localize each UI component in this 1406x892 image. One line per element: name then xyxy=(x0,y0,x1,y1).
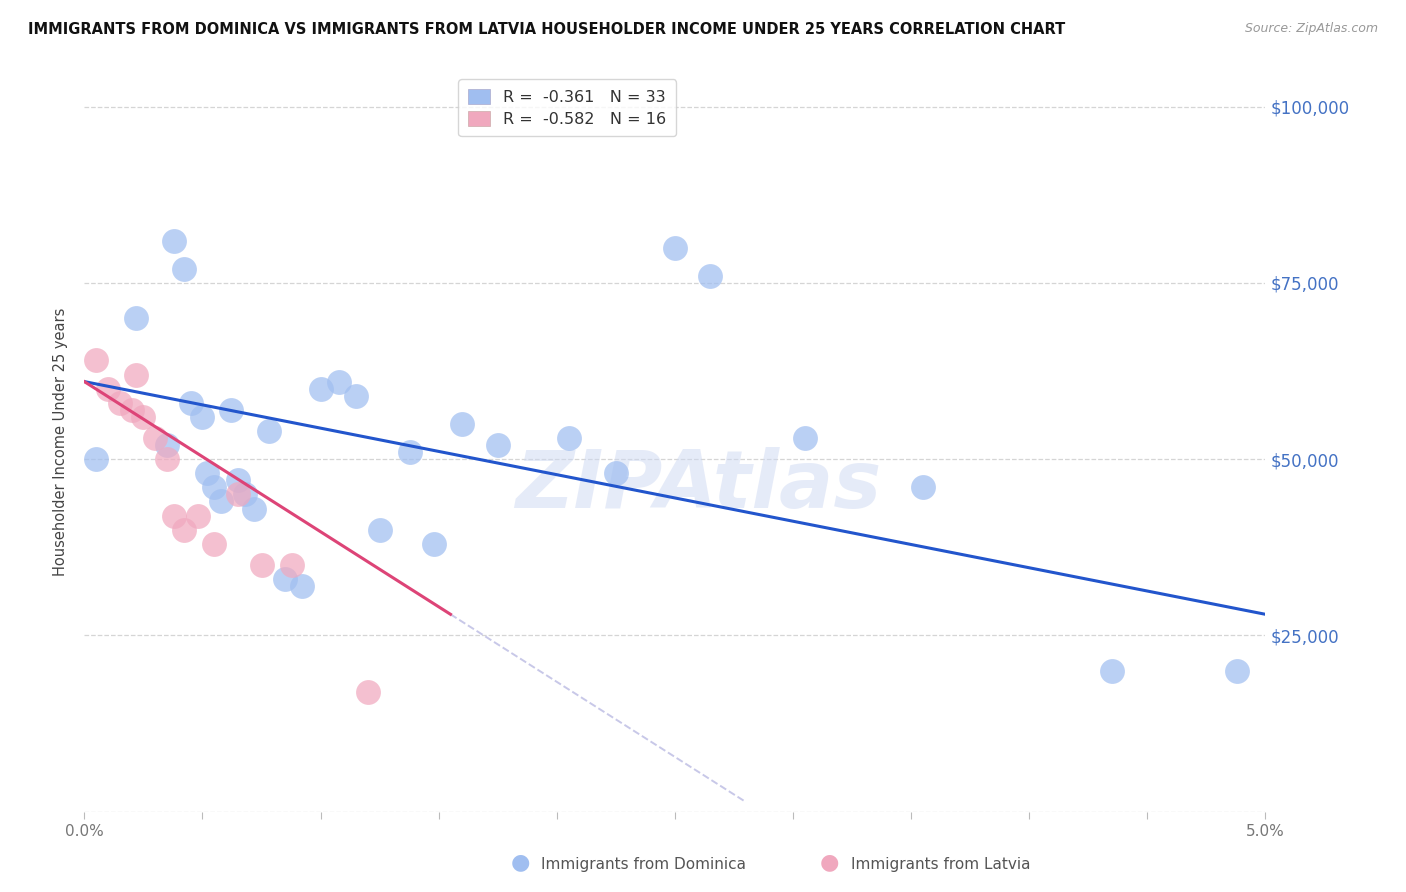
Y-axis label: Householder Income Under 25 years: Householder Income Under 25 years xyxy=(53,308,69,575)
Point xyxy=(793,431,815,445)
Point xyxy=(156,438,179,452)
Point xyxy=(399,445,422,459)
Point xyxy=(309,382,332,396)
Point xyxy=(143,431,166,445)
Point xyxy=(357,685,380,699)
Point xyxy=(173,523,195,537)
Point xyxy=(226,473,249,487)
Point xyxy=(281,558,304,572)
Point xyxy=(173,261,195,276)
Point xyxy=(180,396,202,410)
Point xyxy=(486,438,509,452)
Point xyxy=(97,382,120,396)
Point xyxy=(202,480,225,494)
Point xyxy=(423,537,446,551)
Text: Source: ZipAtlas.com: Source: ZipAtlas.com xyxy=(1244,22,1378,36)
Text: ZIPAtlas: ZIPAtlas xyxy=(516,447,882,525)
Point xyxy=(328,375,350,389)
Point xyxy=(257,424,280,438)
Point xyxy=(699,268,721,283)
Point xyxy=(132,409,155,424)
Point xyxy=(250,558,273,572)
Text: ●: ● xyxy=(820,853,839,872)
Point xyxy=(202,537,225,551)
Point xyxy=(557,431,579,445)
Text: Immigrants from Dominica: Immigrants from Dominica xyxy=(541,857,747,872)
Point xyxy=(191,409,214,424)
Point xyxy=(163,234,186,248)
Point xyxy=(274,572,297,586)
Point xyxy=(233,487,256,501)
Point xyxy=(121,402,143,417)
Point xyxy=(368,523,391,537)
Point xyxy=(187,508,209,523)
Point xyxy=(84,353,107,368)
Text: IMMIGRANTS FROM DOMINICA VS IMMIGRANTS FROM LATVIA HOUSEHOLDER INCOME UNDER 25 Y: IMMIGRANTS FROM DOMINICA VS IMMIGRANTS F… xyxy=(28,22,1066,37)
Point xyxy=(84,452,107,467)
Point xyxy=(163,508,186,523)
Point xyxy=(125,311,148,326)
Point xyxy=(344,389,367,403)
Point xyxy=(911,480,934,494)
Point xyxy=(451,417,474,431)
Text: ●: ● xyxy=(510,853,530,872)
Point xyxy=(1226,664,1249,678)
Point xyxy=(125,368,148,382)
Point xyxy=(605,467,627,481)
Point xyxy=(664,241,686,255)
Point xyxy=(226,487,249,501)
Point xyxy=(108,396,131,410)
Point xyxy=(209,494,232,508)
Text: Immigrants from Latvia: Immigrants from Latvia xyxy=(851,857,1031,872)
Point xyxy=(1101,664,1123,678)
Point xyxy=(195,467,218,481)
Point xyxy=(219,402,242,417)
Point xyxy=(243,501,266,516)
Legend: R =  -0.361   N = 33, R =  -0.582   N = 16: R = -0.361 N = 33, R = -0.582 N = 16 xyxy=(458,79,676,136)
Point xyxy=(291,579,314,593)
Point xyxy=(156,452,179,467)
